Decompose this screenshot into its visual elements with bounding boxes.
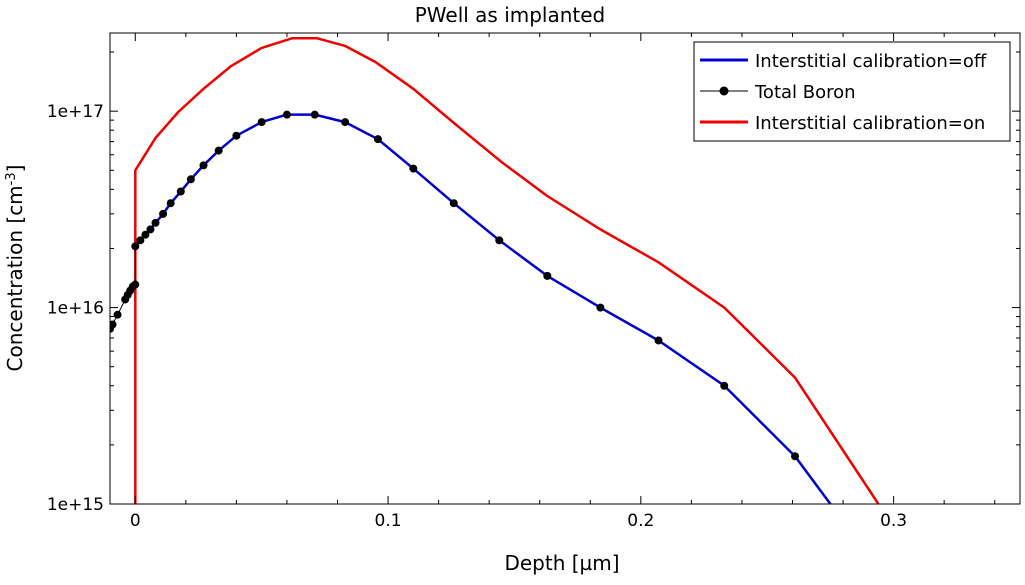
total-boron-point bbox=[113, 310, 122, 319]
legend-label-calibration-on: Interstitial calibration=on bbox=[755, 113, 985, 134]
legend-swatch-total-boron-marker bbox=[719, 86, 729, 96]
y-axis-label-end: ] bbox=[3, 165, 27, 173]
total-boron-point bbox=[341, 118, 350, 127]
total-boron-point bbox=[720, 381, 729, 390]
chart-title: PWell as implanted bbox=[415, 3, 606, 27]
y-axis-label-main: Concentration [cm bbox=[3, 185, 27, 371]
x-tick-label: 0.1 bbox=[375, 511, 402, 531]
total-boron-point bbox=[199, 161, 208, 170]
total-boron-point bbox=[791, 452, 800, 461]
total-boron-point bbox=[176, 187, 185, 196]
y-axis-label: Concentration [cm-3] bbox=[3, 165, 27, 372]
total-boron-point bbox=[310, 110, 319, 119]
total-boron-point bbox=[543, 271, 552, 280]
y-tick-label: 1e+17 bbox=[47, 102, 104, 122]
total-boron-point bbox=[449, 199, 458, 208]
series-layer bbox=[110, 37, 880, 504]
total-boron-point bbox=[141, 230, 150, 239]
x-tick-label: 0.3 bbox=[880, 511, 907, 531]
total-boron-point bbox=[166, 199, 175, 208]
total-boron-point bbox=[186, 175, 195, 184]
x-tick-label: 0.2 bbox=[627, 511, 654, 531]
total-boron-point bbox=[257, 118, 266, 127]
series-line-interstitial-calibration-on bbox=[134, 37, 880, 504]
total-boron-point bbox=[131, 242, 140, 251]
total-boron-point bbox=[214, 146, 223, 155]
total-boron-point bbox=[596, 303, 605, 312]
total-boron-point bbox=[146, 225, 155, 234]
x-axis-label: Depth [µm] bbox=[504, 551, 619, 575]
y-tick-label: 1e+16 bbox=[47, 299, 104, 319]
plot-area: 0 0.1 0.2 0.3 1e+15 1e+16 1e+17 bbox=[47, 32, 1021, 531]
legend-label-calibration-off: Interstitial calibration=off bbox=[755, 51, 987, 72]
tick-layer: 0 0.1 0.2 0.3 1e+15 1e+16 1e+17 bbox=[47, 33, 1020, 531]
total-boron-point bbox=[232, 131, 241, 140]
legend: Interstitial calibration=off Total Boron… bbox=[693, 41, 1011, 142]
total-boron-point bbox=[654, 336, 663, 345]
total-boron-point bbox=[131, 280, 140, 289]
total-boron-point bbox=[495, 236, 504, 245]
y-tick-label: 1e+15 bbox=[47, 495, 104, 515]
total-boron-point bbox=[282, 110, 291, 119]
total-boron-point bbox=[159, 209, 168, 218]
legend-label-total-boron: Total Boron bbox=[754, 82, 856, 103]
y-axis-label-superscript: -3 bbox=[4, 172, 19, 185]
total-boron-point bbox=[373, 135, 382, 144]
total-boron-point bbox=[151, 218, 160, 227]
x-tick-label: 0 bbox=[130, 511, 141, 531]
total-boron-point bbox=[409, 164, 418, 173]
plot-frame bbox=[109, 32, 1021, 505]
total-boron-point bbox=[136, 236, 145, 245]
